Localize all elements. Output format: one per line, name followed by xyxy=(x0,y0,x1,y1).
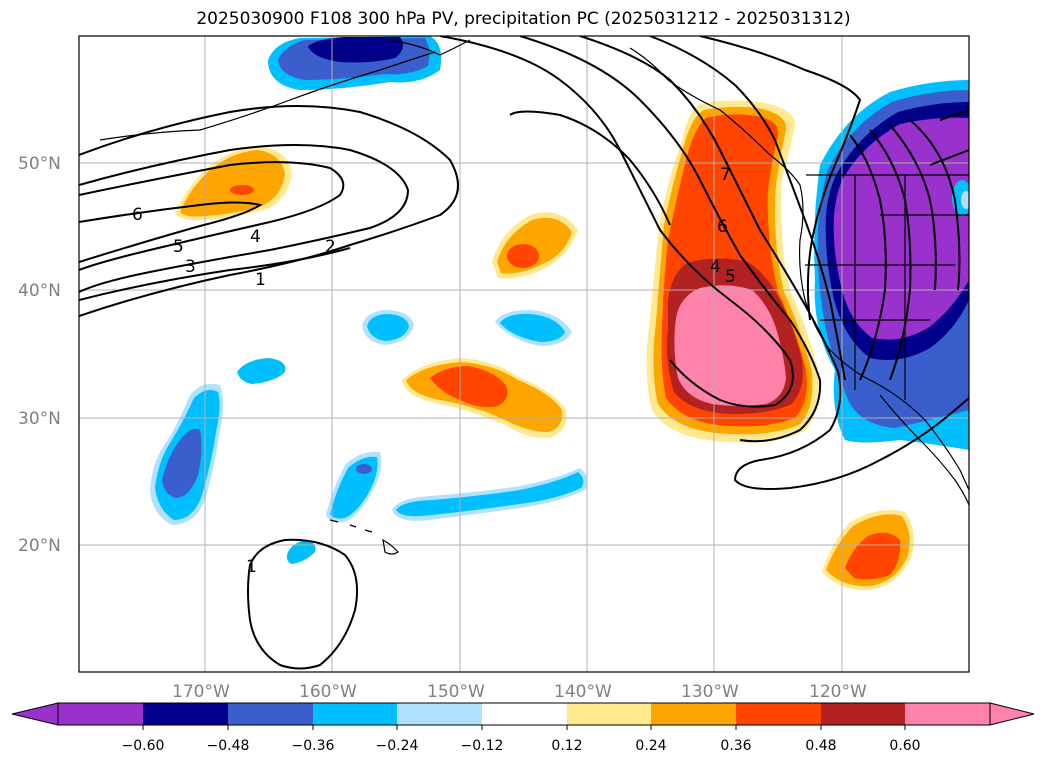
aleutian-islands xyxy=(99,51,436,141)
pv-contour-1-west xyxy=(79,247,351,301)
gridlines xyxy=(79,36,969,672)
contour-label-1-south: 1 xyxy=(246,557,257,577)
colorbar-label-9: 0.60 xyxy=(889,738,920,754)
pv-contour-main-4 xyxy=(649,36,846,381)
colorbar-label-1: −0.48 xyxy=(207,738,250,754)
blue-spot-hawaii-north xyxy=(356,464,372,474)
negative-region-small-south xyxy=(286,540,316,564)
pv-contour-4-north xyxy=(79,201,263,263)
pv-contour-main-5 xyxy=(699,36,862,321)
colorbar: −0.60 −0.48 −0.36 −0.24 −0.12 0.12 0.24 … xyxy=(11,702,1035,754)
lat-label-20N: 20°N xyxy=(18,536,61,556)
colorbar-label-3: −0.24 xyxy=(376,738,419,754)
map-title: 2025030900 F108 300 hPa PV, precipitatio… xyxy=(196,9,851,29)
contour-label-3-west: 3 xyxy=(185,257,196,277)
pv-contour-north-loop xyxy=(509,110,671,226)
lon-label-120W: 120°W xyxy=(809,682,867,702)
contour-label-1-west: 1 xyxy=(255,270,266,290)
colorbar-segment-9 xyxy=(821,703,905,725)
lat-label-30N: 30°N xyxy=(18,409,61,429)
lon-label-150W: 150°W xyxy=(427,682,485,702)
lon-label-170W: 170°W xyxy=(172,682,230,702)
colorbar-extend-low xyxy=(11,702,59,726)
contour-label-5-coast: 5 xyxy=(725,267,736,287)
pv-contour-east-1 xyxy=(849,134,887,381)
colorbar-extend-high xyxy=(989,702,1035,726)
negative-region-small-3 xyxy=(237,358,286,384)
redorange-spot-mid xyxy=(507,244,539,268)
negative-region-band-east-core xyxy=(396,472,584,517)
colorbar-segment-8 xyxy=(736,703,821,725)
pv-contour-3-north xyxy=(79,161,345,271)
colorbar-segment-0 xyxy=(58,703,143,725)
map-frame xyxy=(78,35,970,673)
pv-contour-main-3 xyxy=(579,36,969,490)
pv-contour-east-5 xyxy=(929,109,969,166)
colorbar-segment-6 xyxy=(567,703,651,725)
orange-region-mid xyxy=(497,217,572,274)
colorbar-label-6: 0.24 xyxy=(635,738,666,754)
coastlines xyxy=(99,39,969,555)
negative-region-west-long-blue xyxy=(162,428,202,498)
redorange-spot-northwest xyxy=(230,185,254,195)
pv-contour-east-3 xyxy=(889,124,937,291)
alaska-coast xyxy=(389,39,471,56)
lon-label-160W: 160°W xyxy=(299,682,357,702)
contour-label-5-west: 5 xyxy=(173,237,184,257)
lon-label-140W: 140°W xyxy=(554,682,612,702)
lat-label-40N: 40°N xyxy=(18,281,61,301)
pink-region-coast xyxy=(674,285,786,406)
light-spot-inland-core xyxy=(961,191,969,209)
contour-label-2-west: 2 xyxy=(325,237,336,257)
colorbar-label-4: −0.12 xyxy=(461,738,504,754)
contour-label-4-west: 4 xyxy=(250,227,261,247)
colorbar-segment-4 xyxy=(397,703,482,725)
negative-region-small-2-core xyxy=(500,313,565,342)
redorange-region-southeast xyxy=(845,532,901,580)
colorbar-segment-3 xyxy=(313,703,397,725)
colorbar-label-5: 0.12 xyxy=(551,738,582,754)
colorbar-segment-10 xyxy=(905,703,990,725)
precipitation-shading xyxy=(150,36,969,591)
colorbar-label-7: 0.36 xyxy=(720,738,751,754)
colorbar-segment-1 xyxy=(143,703,228,725)
pv-contour-1-north xyxy=(79,105,459,317)
pv-contour-2-north xyxy=(79,144,410,293)
contour-labels: 6 5 4 3 2 1 1 7 6 4 5 xyxy=(132,165,736,577)
pv-contour-east-4 xyxy=(909,119,961,291)
colorbar-segment-2 xyxy=(228,703,313,725)
colorbar-label-8: 0.48 xyxy=(805,738,836,754)
colorbar-ticks xyxy=(142,725,906,730)
hawaii-islands xyxy=(329,519,399,555)
lat-label-50N: 50°N xyxy=(18,154,61,174)
pv-contour-east-2 xyxy=(869,129,912,381)
contour-label-4-coast: 4 xyxy=(710,257,721,277)
contour-label-6-west: 6 xyxy=(132,205,143,225)
redorange-region-central xyxy=(430,366,508,408)
lon-label-130W: 130°W xyxy=(681,682,739,702)
contour-label-7-coast: 7 xyxy=(720,165,731,185)
colorbar-label-2: −0.36 xyxy=(292,738,335,754)
north-america-coast xyxy=(629,47,969,491)
colorbar-frame xyxy=(57,702,991,726)
pv-contour-main-2 xyxy=(519,36,822,443)
pv-contour-closed-south xyxy=(247,538,358,670)
colorbar-label-0: −0.60 xyxy=(122,738,165,754)
negative-region-small-1-core xyxy=(367,314,409,341)
colorbar-segment-5 xyxy=(482,703,567,725)
pv-contours xyxy=(79,36,969,670)
baja-peninsula xyxy=(879,394,969,506)
contour-label-6-coast: 6 xyxy=(717,217,728,237)
latitude-labels: 20°N 30°N 40°N 50°N xyxy=(18,154,61,556)
state-lines xyxy=(805,175,969,400)
colorbar-segment-7 xyxy=(651,703,736,725)
orange-region-northwest xyxy=(180,150,285,217)
longitude-labels: 170°W 160°W 150°W 140°W 130°W 120°W xyxy=(172,682,867,702)
pv-contour-main-1 xyxy=(439,36,794,408)
